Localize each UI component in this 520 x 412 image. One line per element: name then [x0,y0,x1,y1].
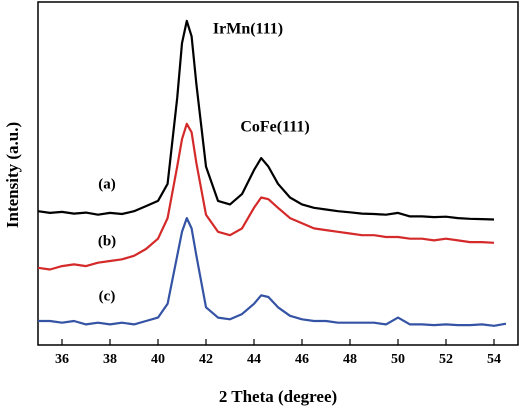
x-tick-label: 36 [55,352,69,367]
series-line [37,19,495,221]
annotation: CoFe(111) [240,119,309,136]
series-label: (a) [98,176,116,192]
x-tick-label: 50 [391,352,405,367]
x-tick-label: 42 [199,352,213,367]
x-tick-label: 38 [103,352,117,367]
x-tick-label: 54 [487,352,501,367]
annotation: IrMn(111) [213,21,283,38]
x-tick-label: 40 [151,352,165,367]
series-line [38,217,507,327]
x-tick-label: 52 [439,352,453,367]
x-tick-label: 44 [247,352,261,367]
series-label: (c) [99,288,116,304]
x-axis-title: 2 Theta (degree) [219,387,337,406]
series-label: (b) [98,233,116,249]
series-line [37,122,495,271]
x-tick-label: 46 [295,352,309,367]
x-tick-label: 48 [343,352,357,367]
y-axis-title: Intensity (a.u.) [3,122,22,228]
plot-frame [37,1,519,346]
